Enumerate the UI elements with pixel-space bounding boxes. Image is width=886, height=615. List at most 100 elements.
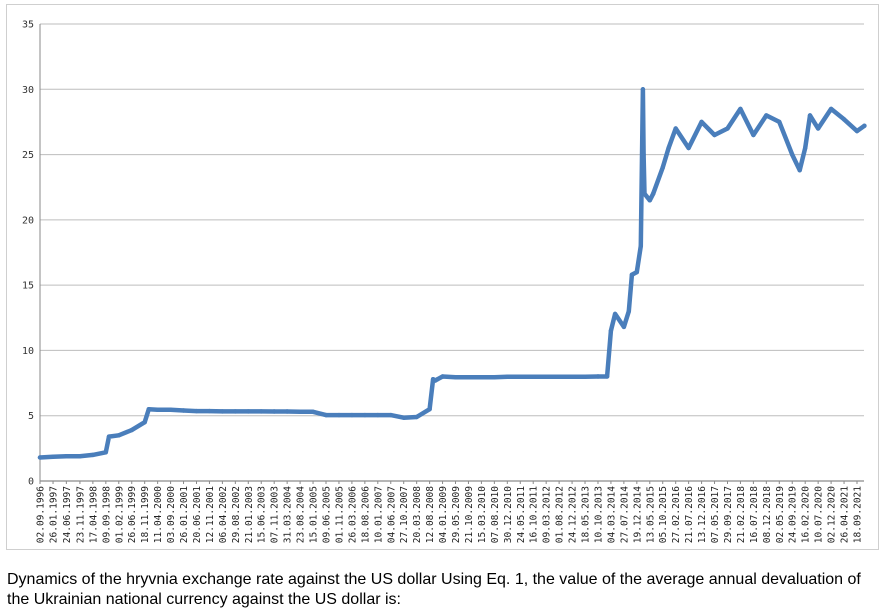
data-point	[797, 168, 802, 173]
y-tick-label: 30	[22, 85, 34, 96]
x-tick-label: 21.02.2018	[736, 486, 747, 543]
exchange-rate-chart: 0 5 10 15 20 25 30 35 02.09.1996 26.01.1997 24.06…	[22, 20, 867, 543]
x-tick-label: 13.05.2015	[645, 486, 656, 543]
data-point	[556, 374, 562, 379]
x-tick-label: 04.01.2009	[438, 486, 449, 543]
data-point	[207, 408, 212, 414]
data-point	[595, 374, 601, 379]
x-tick-label: 24.09.2019	[788, 486, 799, 543]
data-point	[712, 132, 717, 138]
data-point	[725, 126, 730, 131]
x-tick-label: 02.05.2019	[775, 486, 786, 543]
data-point	[349, 412, 355, 418]
x-tick-label: 26.06.1999	[127, 486, 138, 543]
x-tick-label: 10.01.2007	[373, 486, 384, 543]
x-tick-label: 02.09.1996	[36, 486, 47, 543]
x-tick-label: 23.08.2004	[296, 486, 307, 543]
y-tick-label: 0	[28, 477, 34, 488]
x-tick-label: 10.07.2020	[814, 486, 825, 543]
data-point	[142, 420, 147, 425]
x-tick-label: 15.01.2005	[309, 486, 320, 543]
data-point	[323, 412, 329, 418]
data-point	[440, 374, 445, 379]
data-point	[362, 412, 368, 418]
data-point	[621, 324, 627, 330]
data-point	[64, 454, 69, 459]
x-tick-label: 09.09.1998	[101, 486, 112, 543]
data-point	[626, 309, 631, 314]
x-tick-label: 27.02.2016	[671, 486, 682, 543]
x-tick-label: 01.11.2005	[334, 486, 345, 543]
data-point	[604, 374, 610, 379]
x-tick-label: 17.04.1998	[88, 486, 99, 543]
x-tick-label: 30.12.2010	[503, 486, 514, 543]
y-axis-ticks: 0 5 10 15 20 25 30 35	[22, 20, 34, 488]
data-point	[194, 408, 199, 414]
gridlines	[39, 23, 864, 482]
x-tick-label: 15.06.2003	[257, 486, 268, 543]
data-point	[803, 145, 808, 151]
x-tick-label: 24.12.2012	[568, 486, 579, 543]
x-tick-label: 09.03.2012	[542, 486, 553, 543]
data-point	[336, 412, 342, 418]
data-point	[50, 454, 56, 459]
x-tick-label: 16.02.2020	[801, 486, 812, 543]
data-point	[582, 374, 588, 379]
data-point	[699, 119, 704, 125]
x-tick-label: 18.11.1999	[140, 486, 151, 543]
data-point	[828, 106, 834, 112]
data-point	[660, 165, 665, 170]
x-tick-label: 21.10.2009	[464, 486, 475, 543]
data-point	[129, 427, 134, 433]
data-point	[673, 126, 678, 131]
data-point	[77, 454, 83, 459]
x-tick-label: 29.08.2002	[231, 486, 242, 543]
y-tick-label: 20	[22, 215, 34, 226]
x-tick-label: 07.08.2010	[490, 486, 501, 543]
data-point	[531, 374, 536, 379]
x-tick-label: 12.08.2008	[425, 486, 436, 543]
x-tick-label: 24.06.1997	[62, 486, 73, 543]
x-tick-label: 21.01.2003	[244, 486, 255, 543]
x-tick-label: 08.12.2018	[762, 486, 773, 543]
data-point	[807, 113, 813, 118]
data-point	[146, 407, 151, 412]
data-point	[90, 452, 96, 458]
y-tick-label: 15	[22, 281, 34, 292]
data-point	[612, 311, 618, 317]
x-tick-label: 15.03.2010	[477, 486, 488, 543]
x-tick-label: 06.04.2002	[218, 486, 229, 543]
x-tick-label: 01.02.1999	[114, 486, 125, 543]
data-point	[155, 407, 160, 412]
figure-caption: Dynamics of the hryvnia exchange rate ag…	[7, 571, 861, 608]
data-point	[453, 375, 458, 380]
data-point	[862, 123, 867, 128]
data-point	[181, 408, 186, 413]
x-tick-label: 12.11.2001	[205, 486, 216, 543]
x-tick-label: 09.06.2005	[321, 486, 332, 543]
x-tick-label: 18.08.2006	[360, 486, 371, 543]
x-tick-label: 23.11.1997	[75, 486, 86, 543]
data-point	[272, 409, 277, 414]
x-tick-label: 18.09.2021	[853, 486, 864, 543]
data-point	[427, 407, 432, 412]
x-tick-label: 29.05.2009	[451, 486, 462, 543]
data-point	[738, 106, 743, 112]
x-tick-label: 26.03.2006	[347, 486, 358, 543]
data-point	[168, 407, 173, 412]
data-point	[284, 409, 290, 414]
data-point	[375, 412, 380, 418]
data-point	[310, 409, 316, 414]
data-point	[479, 375, 484, 380]
data-point	[638, 243, 643, 249]
x-tick-label: 27.07.2014	[619, 486, 630, 543]
data-point	[640, 87, 646, 92]
x-tick-label: 26.04.2021	[840, 486, 851, 543]
data-point	[642, 191, 647, 196]
x-tick-label: 03.09.2000	[166, 486, 177, 543]
data-point	[544, 374, 549, 379]
x-tick-label: 04.06.2007	[386, 486, 397, 543]
y-tick-label: 25	[22, 150, 34, 161]
x-tick-label: 24.05.2011	[516, 486, 527, 543]
data-point	[103, 450, 109, 455]
